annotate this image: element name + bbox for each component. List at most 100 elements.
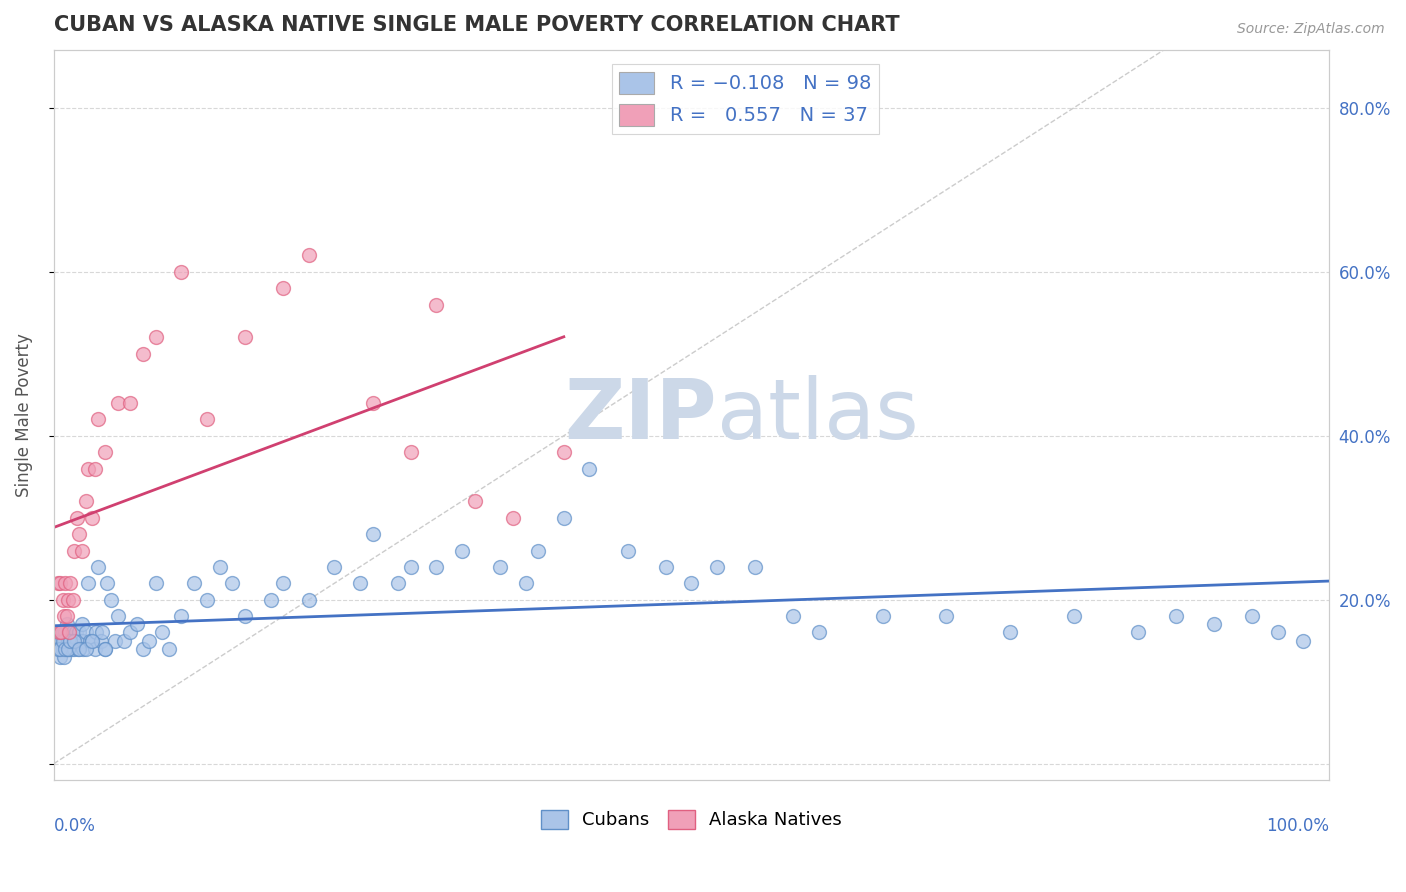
Point bbox=[58, 641, 80, 656]
Point bbox=[75, 625, 97, 640]
Point bbox=[259, 592, 281, 607]
Point bbox=[387, 576, 409, 591]
Point bbox=[59, 633, 82, 648]
Point bbox=[170, 609, 193, 624]
Point bbox=[104, 633, 127, 648]
Point bbox=[67, 641, 90, 656]
Point bbox=[425, 297, 447, 311]
Point bbox=[145, 576, 167, 591]
Point bbox=[107, 609, 129, 624]
Point bbox=[59, 633, 82, 648]
Point bbox=[655, 560, 678, 574]
Point bbox=[138, 633, 160, 648]
Point bbox=[80, 510, 103, 524]
Point bbox=[515, 576, 537, 591]
Point bbox=[51, 625, 73, 640]
Point bbox=[67, 625, 90, 640]
Point bbox=[46, 633, 69, 648]
Point bbox=[183, 576, 205, 591]
Point bbox=[58, 625, 80, 640]
Point bbox=[70, 617, 93, 632]
Point bbox=[96, 576, 118, 591]
Point bbox=[67, 641, 90, 656]
Y-axis label: Single Male Poverty: Single Male Poverty bbox=[15, 334, 32, 497]
Point bbox=[998, 625, 1021, 640]
Point bbox=[807, 625, 830, 640]
Point bbox=[46, 641, 69, 656]
Point bbox=[578, 461, 600, 475]
Point bbox=[48, 641, 70, 656]
Point bbox=[782, 609, 804, 624]
Point bbox=[52, 592, 75, 607]
Point bbox=[94, 641, 117, 656]
Point bbox=[107, 396, 129, 410]
Point bbox=[706, 560, 728, 574]
Point bbox=[59, 576, 82, 591]
Point bbox=[87, 560, 110, 574]
Point bbox=[935, 609, 957, 624]
Point bbox=[132, 641, 155, 656]
Text: ZIP: ZIP bbox=[564, 375, 717, 456]
Point bbox=[52, 641, 75, 656]
Text: CUBAN VS ALASKA NATIVE SINGLE MALE POVERTY CORRELATION CHART: CUBAN VS ALASKA NATIVE SINGLE MALE POVER… bbox=[53, 15, 900, 35]
Point bbox=[52, 633, 75, 648]
Point bbox=[681, 576, 703, 591]
Point bbox=[150, 625, 173, 640]
Point bbox=[1267, 625, 1289, 640]
Point bbox=[361, 396, 384, 410]
Point bbox=[77, 576, 100, 591]
Point bbox=[744, 560, 766, 574]
Point bbox=[399, 445, 422, 459]
Point bbox=[55, 641, 77, 656]
Point bbox=[53, 641, 76, 656]
Point bbox=[157, 641, 180, 656]
Point bbox=[52, 625, 75, 640]
Point bbox=[233, 609, 256, 624]
Point bbox=[1063, 609, 1085, 624]
Point bbox=[80, 633, 103, 648]
Text: 0.0%: 0.0% bbox=[53, 816, 96, 835]
Point bbox=[399, 560, 422, 574]
Point bbox=[53, 633, 76, 648]
Point bbox=[298, 248, 321, 262]
Point bbox=[70, 633, 93, 648]
Text: atlas: atlas bbox=[717, 375, 918, 456]
Point bbox=[70, 543, 93, 558]
Text: 100.0%: 100.0% bbox=[1265, 816, 1329, 835]
Point bbox=[553, 445, 575, 459]
Point bbox=[112, 633, 135, 648]
Point bbox=[87, 412, 110, 426]
Point bbox=[51, 633, 73, 648]
Point bbox=[49, 650, 72, 665]
Point bbox=[62, 592, 84, 607]
Text: Source: ZipAtlas.com: Source: ZipAtlas.com bbox=[1237, 22, 1385, 37]
Point bbox=[62, 633, 84, 648]
Point bbox=[502, 510, 524, 524]
Point bbox=[90, 633, 112, 648]
Point bbox=[56, 641, 79, 656]
Point bbox=[66, 633, 89, 648]
Point bbox=[53, 609, 76, 624]
Point bbox=[1126, 625, 1149, 640]
Point bbox=[425, 560, 447, 574]
Point bbox=[221, 576, 243, 591]
Point bbox=[49, 625, 72, 640]
Point bbox=[67, 527, 90, 541]
Point bbox=[208, 560, 231, 574]
Point bbox=[75, 641, 97, 656]
Point bbox=[66, 510, 89, 524]
Point bbox=[361, 527, 384, 541]
Point bbox=[170, 265, 193, 279]
Point bbox=[58, 625, 80, 640]
Point bbox=[62, 625, 84, 640]
Point bbox=[83, 641, 105, 656]
Point bbox=[83, 461, 105, 475]
Point bbox=[53, 625, 76, 640]
Point bbox=[872, 609, 894, 624]
Point bbox=[91, 625, 114, 640]
Point bbox=[450, 543, 472, 558]
Point bbox=[298, 592, 321, 607]
Point bbox=[273, 576, 295, 591]
Point bbox=[84, 625, 107, 640]
Point bbox=[553, 510, 575, 524]
